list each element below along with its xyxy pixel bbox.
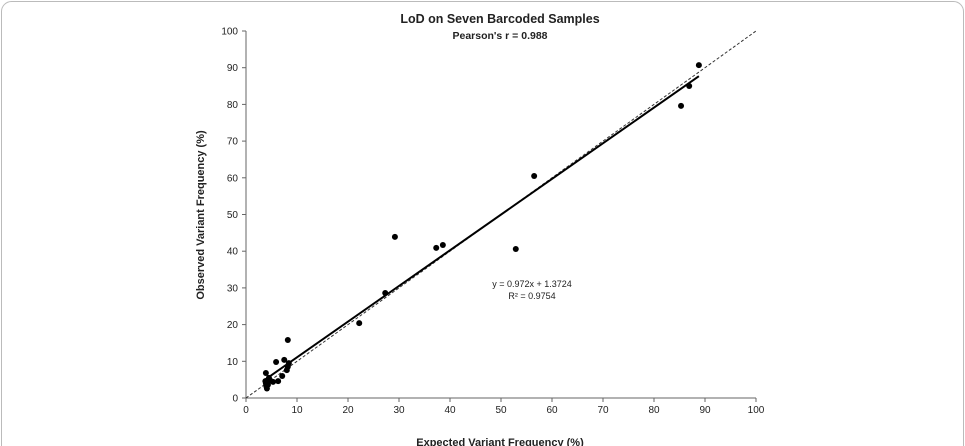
point [382, 290, 389, 297]
y-tick-label: 80 [227, 100, 239, 111]
x-tick-label: 80 [648, 405, 660, 416]
point [678, 102, 685, 109]
trendline-r2: R² = 0.9754 [508, 291, 555, 301]
y-tick-label: 100 [221, 27, 238, 38]
x-axis-label: Expected Variant Frequency (%) [416, 437, 584, 446]
y-tick-label: 10 [227, 357, 239, 368]
y-tick-label: 40 [227, 247, 239, 258]
point [439, 241, 446, 248]
y-tick-label: 30 [227, 283, 239, 294]
point [695, 62, 702, 69]
point [281, 356, 288, 363]
trendline-equation: y = 0.972x + 1.3724 [492, 279, 572, 289]
x-tick-label: 70 [597, 405, 609, 416]
y-tick-label: 90 [227, 63, 239, 74]
y-tick-label: 0 [232, 394, 238, 405]
point [686, 83, 693, 90]
x-tick-label: 50 [495, 405, 507, 416]
x-tick-label: 10 [291, 405, 303, 416]
y-tick-label: 50 [227, 210, 239, 221]
chart-subtitle: Pearson's r = 0.988 [452, 30, 547, 42]
x-tick-label: 90 [699, 405, 711, 416]
trendline [264, 75, 700, 381]
y-tick-label: 20 [227, 320, 239, 331]
point [275, 378, 282, 385]
x-tick-label: 100 [748, 405, 765, 416]
x-tick-label: 0 [243, 405, 249, 416]
point [284, 337, 291, 344]
point [433, 244, 440, 251]
x-tick-label: 20 [342, 405, 354, 416]
point [262, 370, 269, 377]
point [266, 377, 273, 384]
x-tick-label: 30 [393, 405, 405, 416]
point [273, 359, 280, 366]
chart-title: LoD on Seven Barcoded Samples [400, 12, 599, 26]
point [531, 172, 538, 179]
point [512, 245, 519, 252]
x-tick-label: 60 [546, 405, 558, 416]
x-tick-label: 40 [444, 405, 456, 416]
point [356, 320, 363, 327]
y-tick-label: 60 [227, 173, 239, 184]
point [284, 363, 291, 370]
point [262, 378, 269, 385]
y-tick-label: 70 [227, 137, 239, 148]
point [391, 233, 398, 240]
point [279, 372, 286, 379]
y-axis-label: Observed Variant Frequency (%) [195, 130, 207, 300]
